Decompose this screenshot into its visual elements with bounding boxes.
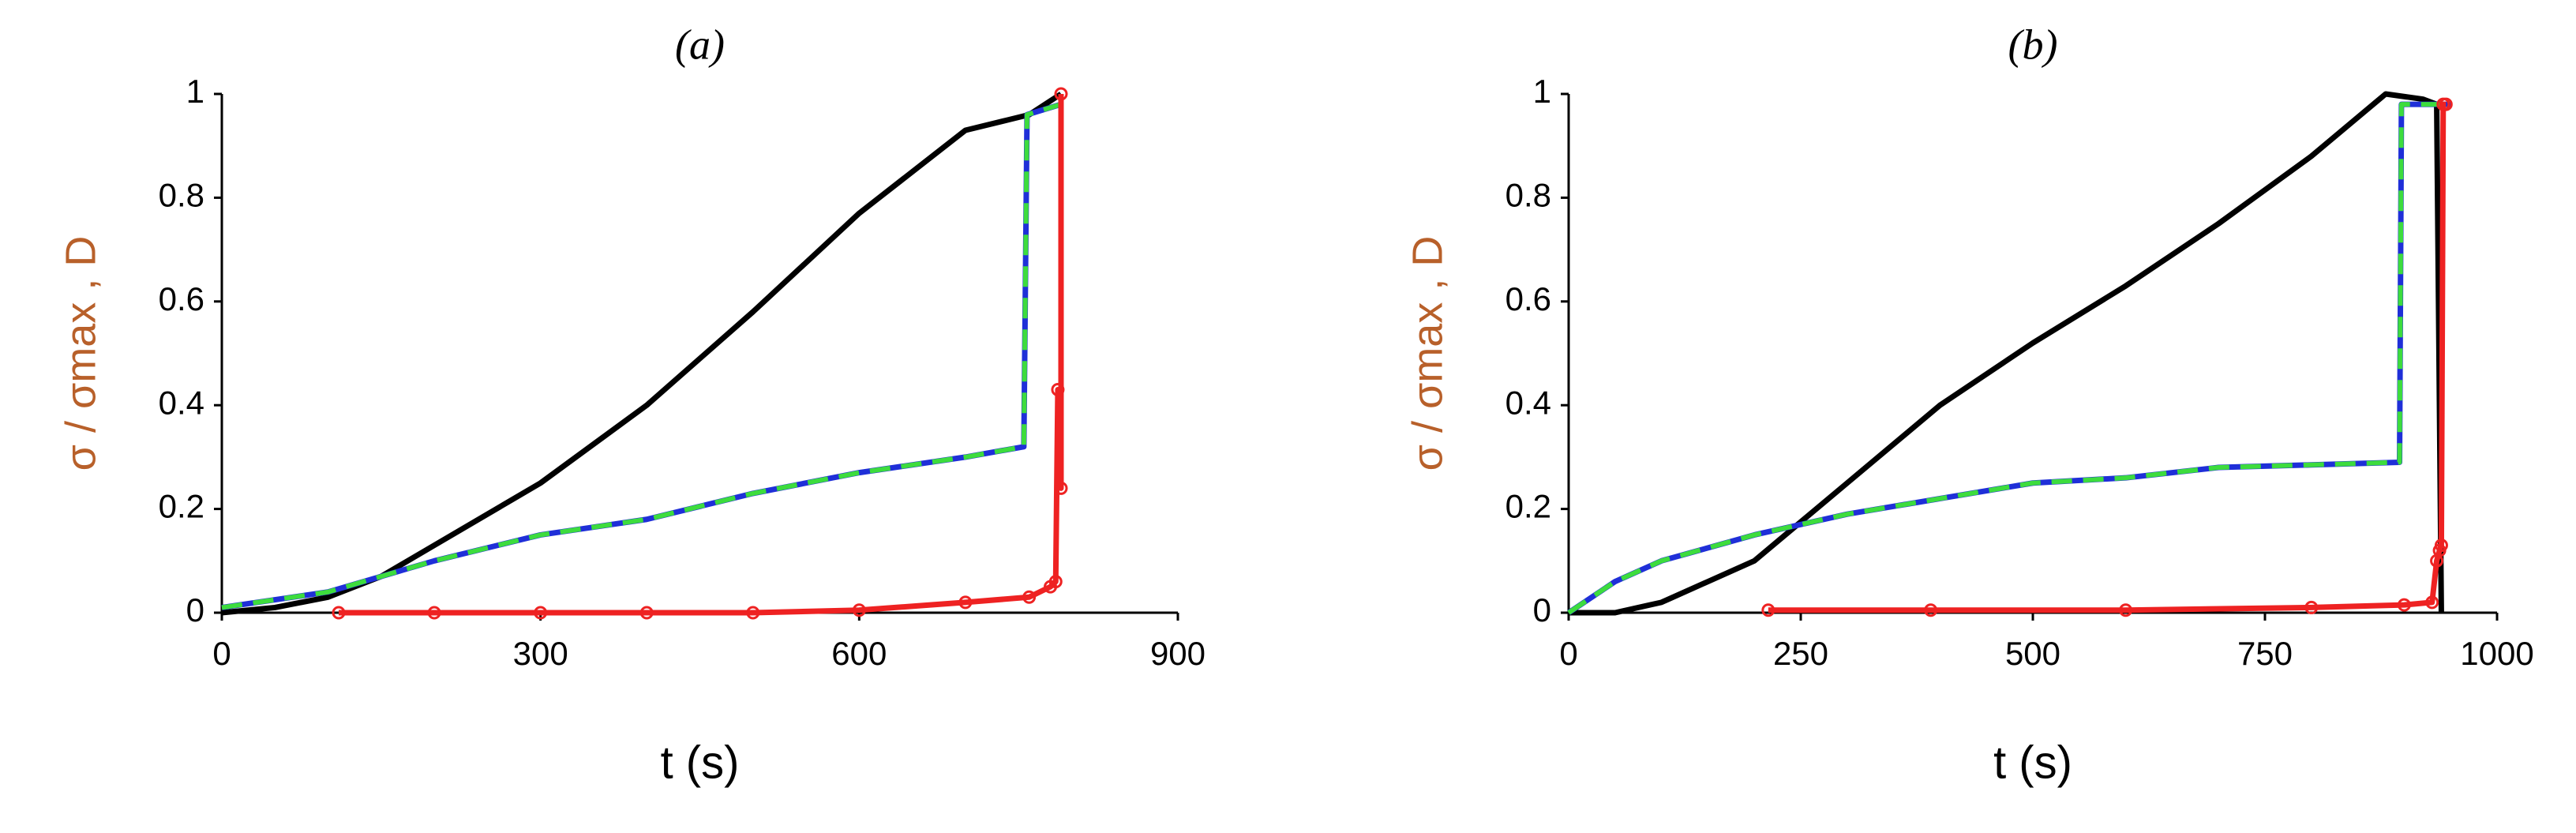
y-axis-label: σ / σmax , D bbox=[57, 236, 104, 471]
series-marker bbox=[746, 606, 760, 620]
series-marker bbox=[1054, 87, 1068, 101]
x-tick-label: 250 bbox=[1773, 635, 1828, 672]
series-marker bbox=[958, 595, 973, 610]
series-line bbox=[1768, 101, 2447, 613]
series-marker bbox=[332, 606, 346, 620]
y-tick-label: 0.2 bbox=[1505, 488, 1551, 525]
x-tick-label: 0 bbox=[1559, 635, 1577, 672]
x-tick-label: 750 bbox=[2237, 635, 2293, 672]
series-marker bbox=[1051, 382, 1065, 396]
series-marker bbox=[2304, 600, 2319, 614]
series-marker bbox=[1022, 590, 1037, 604]
series-marker bbox=[2397, 598, 2411, 612]
series-marker bbox=[2434, 538, 2448, 553]
series-marker bbox=[2119, 603, 2133, 617]
series-marker bbox=[852, 603, 866, 617]
series-marker bbox=[2425, 595, 2439, 610]
y-tick-label: 0 bbox=[186, 591, 204, 629]
y-tick-label: 1 bbox=[186, 73, 204, 110]
series-marker bbox=[639, 606, 654, 620]
y-tick-label: 0.4 bbox=[159, 384, 204, 421]
y-axis-label: σ / σmax , D bbox=[1404, 236, 1451, 471]
y-tick-label: 1 bbox=[1533, 73, 1551, 110]
chart-title: (b) bbox=[2008, 21, 2058, 68]
series-marker bbox=[1054, 481, 1068, 495]
x-tick-label: 500 bbox=[2005, 635, 2060, 672]
series-line bbox=[339, 94, 1064, 616]
x-tick-label: 1000 bbox=[2460, 635, 2533, 672]
x-axis-label: t (s) bbox=[661, 737, 740, 788]
x-tick-label: 0 bbox=[212, 635, 231, 672]
series-line bbox=[1569, 91, 2444, 616]
y-tick-label: 0 bbox=[1533, 591, 1551, 629]
x-tick-label: 300 bbox=[513, 635, 568, 672]
series-marker bbox=[1048, 575, 1063, 589]
series-line bbox=[221, 92, 1063, 616]
series-line bbox=[221, 102, 1062, 610]
y-tick-label: 0.8 bbox=[1505, 176, 1551, 213]
x-tick-label: 900 bbox=[1150, 635, 1206, 672]
series-marker bbox=[2439, 97, 2453, 111]
x-tick-label: 600 bbox=[831, 635, 887, 672]
series-line bbox=[1567, 102, 2451, 615]
series-line bbox=[221, 101, 1063, 610]
series-marker bbox=[1761, 603, 1775, 617]
chart-title: (a) bbox=[675, 21, 725, 68]
y-tick-label: 0.4 bbox=[1505, 384, 1551, 421]
y-tick-label: 0.8 bbox=[159, 176, 204, 213]
y-tick-label: 0.2 bbox=[159, 488, 204, 525]
series-marker bbox=[534, 606, 548, 620]
y-tick-label: 0.6 bbox=[1505, 280, 1551, 317]
series-marker bbox=[427, 606, 441, 620]
x-axis-label: t (s) bbox=[1993, 737, 2072, 788]
series-marker bbox=[1924, 603, 1938, 617]
y-tick-label: 0.6 bbox=[159, 280, 204, 317]
